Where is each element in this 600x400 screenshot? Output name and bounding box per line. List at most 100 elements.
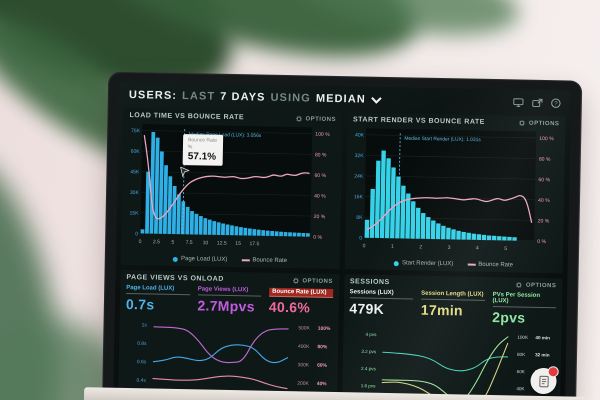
panel-header: SESSIONS OPTIONS: [344, 274, 563, 291]
panel-title: SESSIONS: [349, 278, 390, 287]
title-using: USING: [270, 91, 311, 105]
svg-text:75K: 75K: [131, 128, 141, 134]
start-render-chartwrap: 40K 100 % 32K 80 % 24K 60 % 16K 40 % 8K 20 % 0 0 % M…: [344, 125, 565, 262]
svg-text:32 min: 32 min: [535, 352, 550, 357]
share-icon[interactable]: [532, 98, 543, 108]
svg-text:2.4 pvs: 2.4 pvs: [361, 366, 377, 371]
svg-text:0: 0: [362, 243, 365, 249]
svg-text:0.8s: 0.8s: [137, 341, 147, 347]
users-range-dropdown[interactable]: USERS: LAST 7 DAYS USING MEDIAN: [129, 89, 382, 106]
notes-fab[interactable]: [530, 366, 559, 395]
metric-sessions[interactable]: Sessions (LUX) 479K: [349, 289, 414, 325]
svg-text:3.2 pvs: 3.2 pvs: [361, 349, 377, 354]
metric-value: 2pvs: [492, 309, 526, 326]
panel-title: START RENDER VS BOUNCE RATE: [352, 116, 485, 126]
panel-title: LOAD TIME VS BOUNCE RATE: [129, 112, 245, 122]
svg-text:0: 0: [139, 239, 142, 245]
svg-text:17.5: 17.5: [249, 241, 259, 247]
svg-text:40%: 40%: [317, 381, 328, 387]
svg-text:1s: 1s: [142, 322, 148, 328]
options-label: OPTIONS: [528, 120, 560, 127]
metric-pvs-per-session[interactable]: PVs Per Session (LUX) 2pvs: [492, 292, 557, 328]
dashboard-topbar: USERS: LAST 7 DAYS USING MEDIAN ?: [119, 82, 571, 117]
tooltip-unit: %: [187, 143, 193, 150]
legend-bounce-rate[interactable]: Bounce Rate: [467, 262, 513, 268]
metric-page-load[interactable]: Page Load (LUX) 0.7s: [126, 285, 190, 315]
svg-text:0.6s: 0.6s: [137, 359, 147, 365]
svg-text:40K: 40K: [516, 386, 524, 391]
svg-text:3: 3: [447, 245, 450, 251]
options-label: OPTIONS: [302, 277, 333, 285]
svg-text:300K: 300K: [298, 362, 310, 368]
svg-text:Median Page Load (LUX): 3.056s: Median Page Load (LUX): 3.056s: [189, 132, 262, 139]
options-label: OPTIONS: [305, 115, 337, 123]
svg-text:4 pvs: 4 pvs: [365, 332, 377, 337]
legend-bounce-rate[interactable]: Bounce Rate: [241, 257, 287, 264]
legend-start-render[interactable]: Start Render (LUX): [393, 260, 453, 267]
svg-text:0 %: 0 %: [537, 239, 546, 245]
options-button[interactable]: OPTIONS: [516, 281, 557, 289]
panel-header: LOAD TIME VS BOUNCE RATE OPTIONS: [123, 108, 342, 125]
legend-label: Bounce Rate: [252, 257, 288, 265]
metric-label: Page Views (LUX): [197, 286, 262, 297]
panel-load-time: LOAD TIME VS BOUNCE RATE OPTIONS 75K 100 …: [120, 107, 343, 270]
page-views-chart[interactable]: 1s 0.8s 0.6s 0.4s 500K 100% 400K 80% 300K 60% 200K…: [120, 314, 336, 400]
svg-text:80%: 80%: [317, 344, 328, 350]
metric-bounce-rate[interactable]: Bounce Rate (LUX) 40.6%: [269, 287, 333, 318]
metric-value: 2.7Mpvs: [197, 297, 255, 315]
svg-text:80 %: 80 %: [538, 157, 550, 163]
sessions-chartwrap: 4 pvs 3.2 pvs 2.4 pvs 1.6 pvs 100K 40 min 80K 3…: [342, 324, 562, 400]
svg-text:7.5: 7.5: [186, 240, 193, 246]
svg-text:100 %: 100 %: [315, 132, 330, 138]
topbar-icons: ?: [513, 97, 561, 108]
bounce-rate-tooltip: Bounce Rate % 57.1%: [182, 134, 224, 166]
svg-text:60K: 60K: [516, 369, 524, 374]
help-icon[interactable]: ?: [551, 98, 561, 108]
svg-text:40 %: 40 %: [314, 193, 326, 199]
svg-text:40 min: 40 min: [535, 335, 550, 340]
start-render-chart[interactable]: 40K 100 % 32K 80 % 24K 60 % 16K 40 % 8K 20 % 0 0 % M…: [346, 125, 563, 262]
gear-icon: [519, 120, 526, 127]
legend-page-load[interactable]: Page Load (LUX): [172, 256, 227, 263]
title-last: LAST: [181, 90, 216, 103]
svg-text:20 %: 20 %: [537, 218, 549, 224]
metric-value: 0.7s: [125, 296, 155, 313]
gear-icon: [516, 282, 523, 288]
svg-text:12.5: 12.5: [217, 240, 227, 246]
svg-text:0.4s: 0.4s: [136, 378, 146, 384]
svg-text:10: 10: [203, 240, 209, 246]
sessions-chart[interactable]: 4 pvs 3.2 pvs 2.4 pvs 1.6 pvs 100K 40 min 80K 3…: [344, 324, 560, 400]
svg-text:60 %: 60 %: [314, 173, 326, 179]
panel-sessions: SESSIONS OPTIONS Sessions (LUX) 479K Ses…: [341, 274, 563, 400]
svg-text:1: 1: [390, 244, 393, 250]
svg-text:40K: 40K: [354, 132, 364, 138]
options-button[interactable]: OPTIONS: [519, 120, 560, 128]
metric-value: 17min: [420, 301, 463, 319]
gear-icon: [296, 115, 302, 122]
metric-label: Sessions (LUX): [349, 289, 414, 300]
metric-label: PVs Per Session (LUX): [492, 292, 557, 309]
metric-label: Bounce Rate (LUX): [269, 287, 333, 298]
options-label: OPTIONS: [525, 282, 557, 289]
panel-page-views: PAGE VIEWS VS ONLOAD OPTIONS Page Load (…: [118, 269, 340, 400]
panel-header: START RENDER VS BOUNCE RATE OPTIONS: [347, 112, 566, 129]
svg-text:15K: 15K: [129, 211, 139, 217]
dashboard-grid: LOAD TIME VS BOUNCE RATE OPTIONS 75K 100 …: [113, 107, 571, 400]
svg-text:4: 4: [475, 245, 478, 251]
title-median: MEDIAN: [315, 92, 366, 106]
svg-text:200K: 200K: [297, 381, 309, 387]
title-users: USERS:: [128, 89, 178, 102]
dashboard-screen: USERS: LAST 7 DAYS USING MEDIAN ? LOAD T…: [113, 81, 572, 400]
page-views-chartwrap: 1s 0.8s 0.6s 0.4s 500K 100% 400K 80% 300K 60% 200K…: [118, 314, 338, 400]
metric-session-length[interactable]: Session Length (LUX) 17min: [420, 290, 485, 327]
svg-text:8K: 8K: [356, 215, 363, 221]
svg-text:24K: 24K: [354, 174, 364, 180]
display-icon[interactable]: [513, 97, 524, 107]
svg-text:0: 0: [359, 236, 362, 242]
options-button[interactable]: OPTIONS: [292, 277, 333, 285]
options-button[interactable]: OPTIONS: [295, 115, 336, 123]
metric-page-views[interactable]: Page Views (LUX) 2.7Mpvs: [197, 286, 262, 316]
svg-text:400K: 400K: [298, 344, 310, 350]
tooltip-value: 57.1%: [187, 151, 217, 163]
